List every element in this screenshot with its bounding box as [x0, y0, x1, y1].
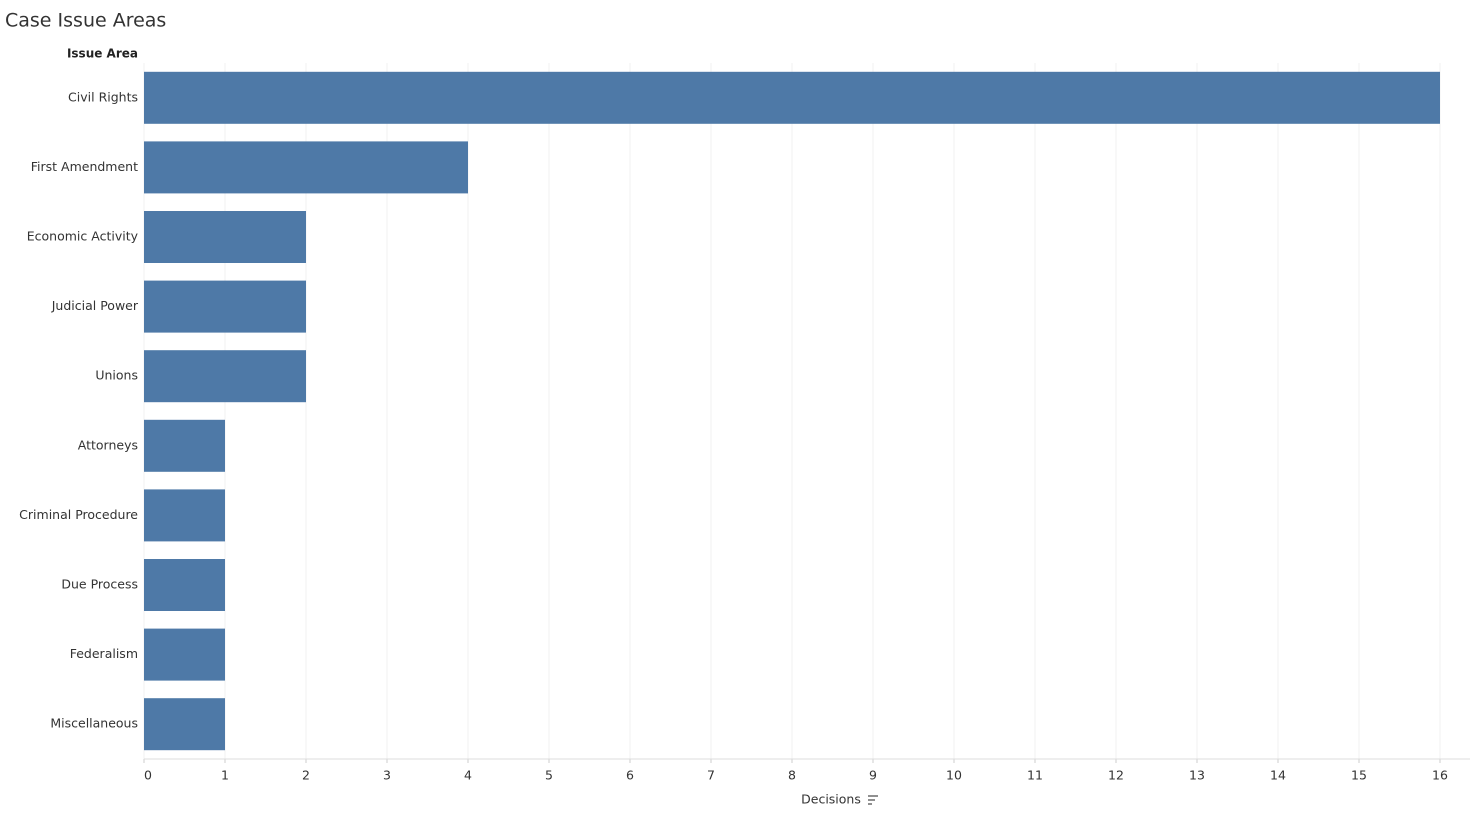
bar: [144, 71, 1440, 124]
x-tick-label: 14: [1270, 768, 1286, 783]
y-tick-label: First Amendment: [31, 159, 138, 174]
x-tick-label: 4: [464, 768, 472, 783]
chart-title: Case Issue Areas: [5, 10, 166, 32]
y-tick-label: Unions: [95, 368, 138, 383]
y-tick-label: Judicial Power: [51, 298, 139, 313]
x-tick-label: 12: [1108, 768, 1124, 783]
x-tick-label: 13: [1189, 768, 1205, 783]
y-tick-label: Miscellaneous: [50, 716, 138, 731]
y-tick-label: Attorneys: [78, 437, 138, 452]
bar: [144, 489, 225, 542]
x-tick-label: 3: [383, 768, 391, 783]
x-tick-label: 11: [1027, 768, 1043, 783]
x-tick-label: 6: [626, 768, 634, 783]
x-axis-title: Decisions: [801, 792, 861, 807]
y-tick-label: Economic Activity: [27, 229, 139, 244]
sort-icon[interactable]: [868, 795, 878, 805]
y-axis-title: Issue Area: [67, 47, 138, 61]
x-tick-label: 5: [545, 768, 553, 783]
y-tick-label: Civil Rights: [68, 89, 138, 104]
bar: [144, 559, 225, 611]
bar: [144, 350, 306, 403]
x-tick-label: 10: [946, 768, 962, 783]
x-tick-label: 9: [869, 768, 877, 783]
bar: [144, 280, 306, 333]
x-tick-label: 1: [221, 768, 229, 783]
x-tick-label: 0: [144, 768, 152, 783]
y-tick-label: Federalism: [70, 646, 138, 661]
x-tick-label: 7: [707, 768, 715, 783]
x-tick-label: 16: [1432, 768, 1448, 783]
bar: [144, 141, 468, 194]
y-tick-label: Due Process: [61, 577, 138, 592]
x-tick-label: 2: [302, 768, 310, 783]
bar: [144, 698, 225, 751]
bar: [144, 419, 225, 472]
x-tick-label: 8: [788, 768, 796, 783]
bar: [144, 628, 225, 681]
y-tick-label: Criminal Procedure: [19, 507, 138, 522]
x-tick-label: 15: [1351, 768, 1367, 783]
bar: [144, 211, 306, 263]
